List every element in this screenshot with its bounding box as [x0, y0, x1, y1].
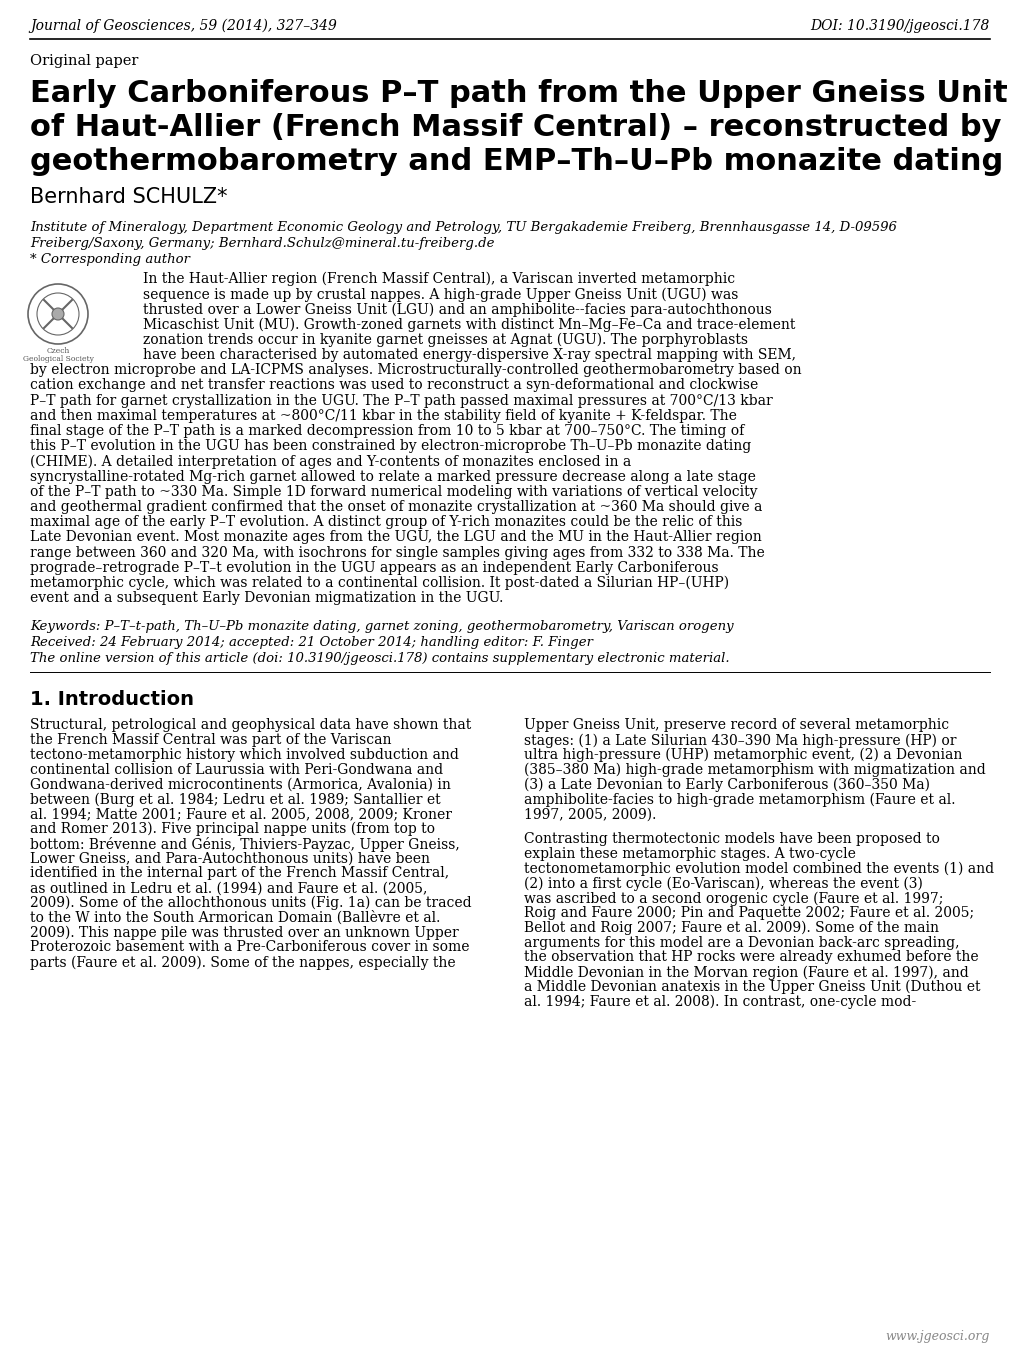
- Text: Journal of Geosciences, 59 (2014), 327–349: Journal of Geosciences, 59 (2014), 327–3…: [30, 19, 336, 34]
- Text: 2009). This nappe pile was thrusted over an unknown Upper: 2009). This nappe pile was thrusted over…: [30, 925, 459, 940]
- Text: explain these metamorphic stages. A two-cycle: explain these metamorphic stages. A two-…: [524, 847, 855, 860]
- Text: The online version of this article (doi: 10.3190/jgeosci.178) contains supplemen: The online version of this article (doi:…: [30, 652, 729, 666]
- Text: 1. Introduction: 1. Introduction: [30, 690, 194, 709]
- Text: maximal age of the early P–T evolution. A distinct group of Y-rich monazites cou: maximal age of the early P–T evolution. …: [30, 515, 742, 529]
- Text: tectonometamorphic evolution model combined the events (1) and: tectonometamorphic evolution model combi…: [524, 862, 994, 877]
- Text: the French Massif Central was part of the Variscan: the French Massif Central was part of th…: [30, 734, 391, 747]
- Text: Early Carboniferous P–T path from the Upper Gneiss Unit: Early Carboniferous P–T path from the Up…: [30, 79, 1007, 107]
- Text: Structural, petrological and geophysical data have shown that: Structural, petrological and geophysical…: [30, 719, 471, 733]
- Text: Bernhard SCHULZ*: Bernhard SCHULZ*: [30, 188, 227, 207]
- Text: P–T path for garnet crystallization in the UGU. The P–T path passed maximal pres: P–T path for garnet crystallization in t…: [30, 394, 772, 408]
- Text: metamorphic cycle, which was related to a continental collision. It post-dated a: metamorphic cycle, which was related to …: [30, 576, 729, 590]
- Text: amphibolite-facies to high-grade metamorphism (Faure et al.: amphibolite-facies to high-grade metamor…: [524, 792, 955, 807]
- Text: geothermobarometry and EMP–Th–U–Pb monazite dating: geothermobarometry and EMP–Th–U–Pb monaz…: [30, 147, 1003, 177]
- Text: parts (Faure et al. 2009). Some of the nappes, especially the: parts (Faure et al. 2009). Some of the n…: [30, 955, 455, 969]
- Text: In the Haut-Allier region (French Massif Central), a Variscan inverted metamorph: In the Haut-Allier region (French Massif…: [143, 272, 735, 287]
- Text: of Haut-Allier (French Massif Central) – reconstructed by: of Haut-Allier (French Massif Central) –…: [30, 113, 1001, 141]
- Text: continental collision of Laurussia with Peri-Gondwana and: continental collision of Laurussia with …: [30, 762, 442, 777]
- Text: thrusted over a Lower Gneiss Unit (LGU) and an amphibolite--facies para-autochth: thrusted over a Lower Gneiss Unit (LGU) …: [143, 303, 771, 317]
- Text: was ascribed to a second orogenic cycle (Faure et al. 1997;: was ascribed to a second orogenic cycle …: [524, 892, 943, 905]
- Text: Middle Devonian in the Morvan region (Faure et al. 1997), and: Middle Devonian in the Morvan region (Fa…: [524, 965, 968, 980]
- Text: and Romer 2013). Five principal nappe units (from top to: and Romer 2013). Five principal nappe un…: [30, 822, 434, 836]
- Text: Upper Gneiss Unit, preserve record of several metamorphic: Upper Gneiss Unit, preserve record of se…: [524, 719, 949, 733]
- Text: cation exchange and net transfer reactions was used to reconstruct a syn-deforma: cation exchange and net transfer reactio…: [30, 378, 757, 393]
- Text: have been characterised by automated energy-dispersive X-ray spectral mapping wi: have been characterised by automated ene…: [143, 348, 795, 361]
- Text: (2) into a first cycle (Eo-Variscan), whereas the event (3): (2) into a first cycle (Eo-Variscan), wh…: [524, 877, 922, 890]
- Text: and geothermal gradient confirmed that the onset of monazite crystallization at : and geothermal gradient confirmed that t…: [30, 500, 761, 514]
- Text: as outlined in Ledru et al. (1994) and Faure et al. (2005,: as outlined in Ledru et al. (1994) and F…: [30, 881, 427, 896]
- Text: by electron microprobe and LA-ICPMS analyses. Microstructurally-controlled geoth: by electron microprobe and LA-ICPMS anal…: [30, 363, 801, 378]
- Text: event and a subsequent Early Devonian migmatization in the UGU.: event and a subsequent Early Devonian mi…: [30, 591, 503, 605]
- Text: Freiberg/Saxony, Germany; Bernhard.Schulz@mineral.tu-freiberg.de: Freiberg/Saxony, Germany; Bernhard.Schul…: [30, 236, 494, 250]
- Text: range between 360 and 320 Ma, with isochrons for single samples giving ages from: range between 360 and 320 Ma, with isoch…: [30, 545, 764, 560]
- Text: Roig and Faure 2000; Pin and Paquette 2002; Faure et al. 2005;: Roig and Faure 2000; Pin and Paquette 20…: [524, 906, 973, 920]
- Text: (385–380 Ma) high-grade metamorphism with migmatization and: (385–380 Ma) high-grade metamorphism wit…: [524, 762, 984, 777]
- Text: Late Devonian event. Most monazite ages from the UGU, the LGU and the MU in the : Late Devonian event. Most monazite ages …: [30, 530, 761, 545]
- Text: to the W into the South Armorican Domain (Ballèvre et al.: to the W into the South Armorican Domain…: [30, 911, 440, 925]
- Text: final stage of the P–T path is a marked decompression from 10 to 5 kbar at 700–7: final stage of the P–T path is a marked …: [30, 424, 744, 438]
- Text: stages: (1) a Late Silurian 430–390 Ma high-pressure (HP) or: stages: (1) a Late Silurian 430–390 Ma h…: [524, 734, 956, 747]
- Text: Original paper: Original paper: [30, 54, 139, 68]
- Circle shape: [52, 308, 64, 319]
- Text: arguments for this model are a Devonian back-arc spreading,: arguments for this model are a Devonian …: [524, 935, 959, 950]
- Text: al. 1994; Matte 2001; Faure et al. 2005, 2008, 2009; Kroner: al. 1994; Matte 2001; Faure et al. 2005,…: [30, 807, 451, 821]
- Text: Bellot and Roig 2007; Faure et al. 2009). Some of the main: Bellot and Roig 2007; Faure et al. 2009)…: [524, 921, 938, 935]
- Text: Received: 24 February 2014; accepted: 21 October 2014; handling editor: F. Finge: Received: 24 February 2014; accepted: 21…: [30, 636, 592, 650]
- Text: zonation trends occur in kyanite garnet gneisses at Agnat (UGU). The porphyrobla: zonation trends occur in kyanite garnet …: [143, 333, 747, 347]
- Text: sequence is made up by crustal nappes. A high-grade Upper Gneiss Unit (UGU) was: sequence is made up by crustal nappes. A…: [143, 287, 738, 302]
- Text: Gondwana-derived microcontinents (Armorica, Avalonia) in: Gondwana-derived microcontinents (Armori…: [30, 777, 450, 791]
- Text: tectono-metamorphic history which involved subduction and: tectono-metamorphic history which involv…: [30, 747, 459, 762]
- Text: a Middle Devonian anatexis in the Upper Gneiss Unit (Duthou et: a Middle Devonian anatexis in the Upper …: [524, 980, 979, 995]
- Text: 2009). Some of the allochthonous units (Fig. 1a) can be traced: 2009). Some of the allochthonous units (…: [30, 896, 471, 911]
- Text: this P–T evolution in the UGU has been constrained by electron-microprobe Th–U–P: this P–T evolution in the UGU has been c…: [30, 439, 751, 453]
- Text: ultra high-pressure (UHP) metamorphic event, (2) a Devonian: ultra high-pressure (UHP) metamorphic ev…: [524, 747, 962, 762]
- Text: between (Burg et al. 1984; Ledru et al. 1989; Santallier et: between (Burg et al. 1984; Ledru et al. …: [30, 792, 440, 807]
- Text: syncrystalline-rotated Mg-rich garnet allowed to relate a marked pressure decrea: syncrystalline-rotated Mg-rich garnet al…: [30, 470, 755, 484]
- Text: Czech: Czech: [46, 347, 69, 355]
- Text: Contrasting thermotectonic models have been proposed to: Contrasting thermotectonic models have b…: [524, 832, 938, 847]
- Text: Lower Gneiss, and Para-Autochthonous units) have been: Lower Gneiss, and Para-Autochthonous uni…: [30, 852, 430, 866]
- Text: * Corresponding author: * Corresponding author: [30, 253, 190, 266]
- Text: the observation that HP rocks were already exhumed before the: the observation that HP rocks were alrea…: [524, 950, 977, 965]
- Text: al. 1994; Faure et al. 2008). In contrast, one-cycle mod-: al. 1994; Faure et al. 2008). In contras…: [524, 995, 915, 1010]
- Text: (CHIME). A detailed interpretation of ages and Y-contents of monazites enclosed : (CHIME). A detailed interpretation of ag…: [30, 454, 631, 469]
- Text: prograde–retrograde P–T–t evolution in the UGU appears as an independent Early C: prograde–retrograde P–T–t evolution in t…: [30, 561, 718, 575]
- Text: Micaschist Unit (MU). Growth-zoned garnets with distinct Mn–Mg–Fe–Ca and trace-e: Micaschist Unit (MU). Growth-zoned garne…: [143, 318, 795, 332]
- Text: of the P–T path to ~330 Ma. Simple 1D forward numerical modeling with variations: of the P–T path to ~330 Ma. Simple 1D fo…: [30, 485, 757, 499]
- Text: and then maximal temperatures at ~800°C/11 kbar in the stability field of kyanit: and then maximal temperatures at ~800°C/…: [30, 409, 736, 423]
- Text: Proterozoic basement with a Pre-Carboniferous cover in some: Proterozoic basement with a Pre-Carbonif…: [30, 940, 469, 954]
- Text: Keywords: P–T–t-path, Th–U–Pb monazite dating, garnet zoning, geothermobarometry: Keywords: P–T–t-path, Th–U–Pb monazite d…: [30, 621, 733, 633]
- Text: DOI: 10.3190/jgeosci.178: DOI: 10.3190/jgeosci.178: [810, 19, 989, 33]
- Text: www.jgeosci.org: www.jgeosci.org: [884, 1330, 989, 1343]
- Text: Institute of Mineralogy, Department Economic Geology and Petrology, TU Bergakade: Institute of Mineralogy, Department Econ…: [30, 222, 896, 234]
- Text: 1997, 2005, 2009).: 1997, 2005, 2009).: [524, 807, 656, 821]
- Text: identified in the internal part of the French Massif Central,: identified in the internal part of the F…: [30, 867, 448, 881]
- Text: bottom: Brévenne and Génis, Thiviers-Payzac, Upper Gneiss,: bottom: Brévenne and Génis, Thiviers-Pay…: [30, 837, 460, 852]
- Text: Geological Society: Geological Society: [22, 355, 94, 363]
- Text: (3) a Late Devonian to Early Carboniferous (360–350 Ma): (3) a Late Devonian to Early Carbonifero…: [524, 777, 929, 792]
